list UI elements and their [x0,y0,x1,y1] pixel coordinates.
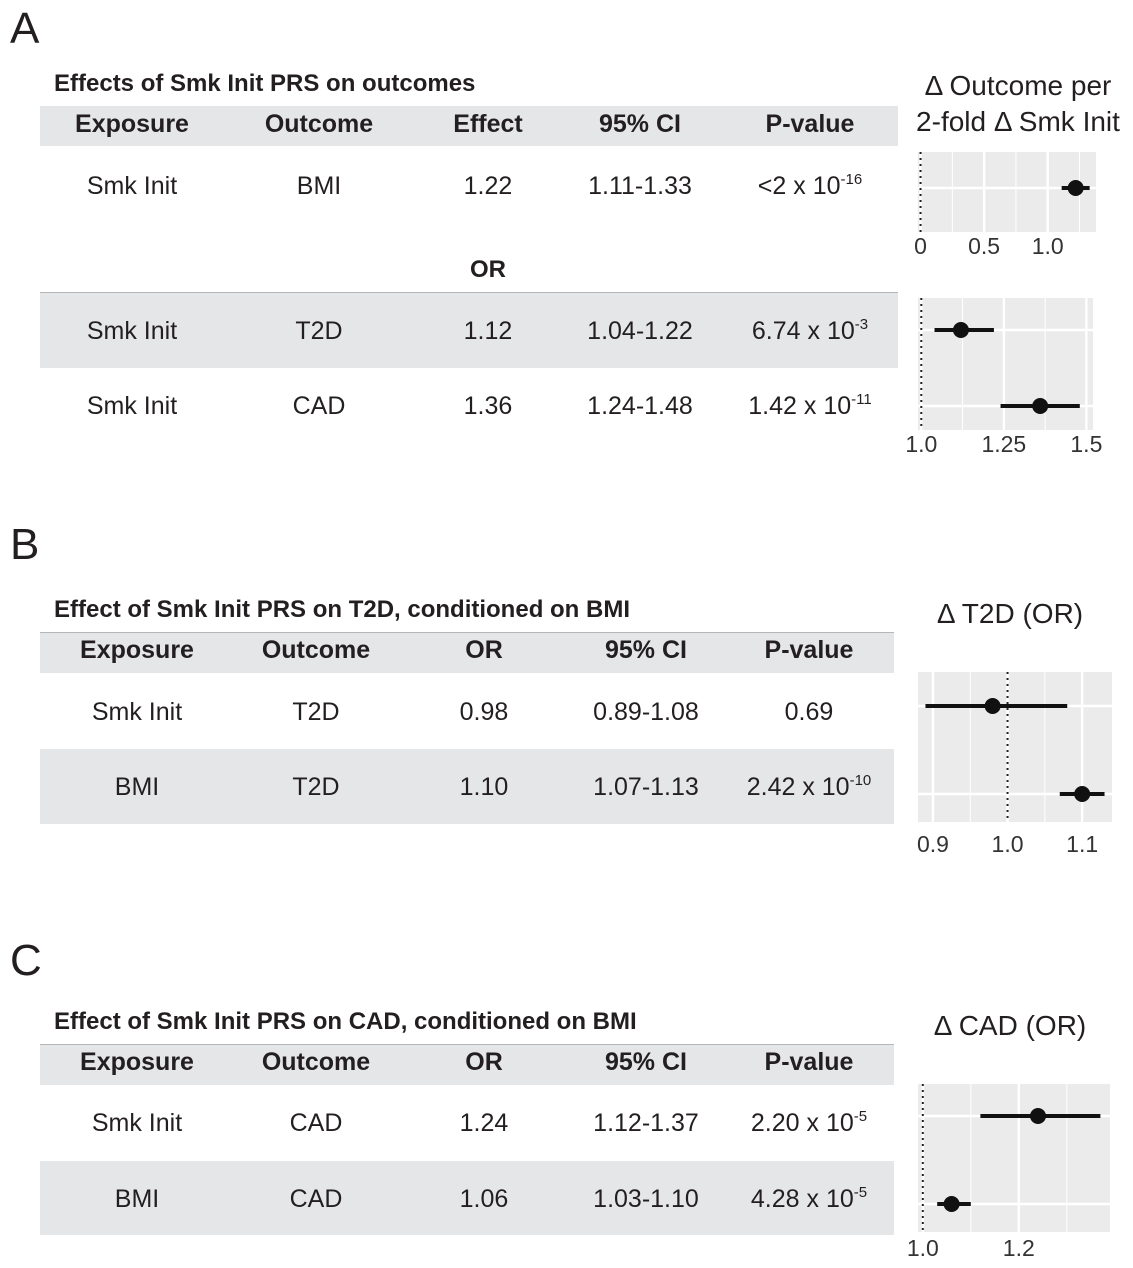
cell-effect: 1.36 [463,392,513,420]
point-estimate [943,1196,960,1212]
header-ci: 95% CI [605,1048,687,1076]
forest-plot-b: 0.9 1.0 1.1 [917,672,1112,857]
table-title-a: Effects of Smk Init PRS on outcomes [54,70,476,97]
table-title-c: Effect of Smk Init PRS on CAD, condition… [54,1008,637,1035]
cell-exposure: Smk Init [86,172,178,200]
header-or: OR [465,636,503,664]
cell-exposure: BMI [114,773,160,801]
point-estimate [1067,180,1084,196]
tick-label: 0.5 [968,233,1000,259]
tick-label: 1.0 [907,1235,939,1261]
cell-exposure: Smk Init [91,698,183,726]
tick-label: 1.2 [1003,1235,1035,1261]
point-estimate [1074,786,1091,802]
tick-label: 0.9 [917,831,949,857]
header-effect: Effect [453,110,523,138]
cell-effect: 0.98 [459,698,509,726]
cell-pvalue: 4.28 x 10-5 [750,1184,868,1213]
plot-title-a: Δ Outcome per 2-fold Δ Smk Init [898,68,1133,140]
cell-effect: 1.22 [463,172,513,200]
plot-title-line: Δ Outcome per [924,70,1112,101]
plot-title-c: Δ CAD (OR) [933,1010,1087,1041]
cell-pvalue: 1.42 x 10-11 [748,391,872,420]
subheader-or: OR [470,256,506,283]
header-pvalue: P-value [764,636,854,664]
cell-ci: 1.04-1.22 [587,317,693,345]
cell-exposure: Smk Init [86,392,178,420]
cell-ci: 1.24-1.48 [587,392,693,420]
header-exposure: Exposure [80,636,194,664]
row-band [40,749,894,824]
point-estimate [952,322,969,338]
row-band [40,293,898,368]
tick-label: 1.1 [1066,831,1098,857]
cell-outcome: CAD [292,392,346,420]
cell-outcome: T2D [292,773,340,801]
tick-label: 1.0 [905,431,937,457]
cell-effect: 1.12 [463,317,513,345]
cell-outcome: T2D [292,698,340,726]
point-estimate [1032,398,1049,414]
tick-label: 1.0 [1032,233,1064,259]
cell-ci: 1.07-1.13 [593,773,699,801]
cell-exposure: Smk Init [91,1109,183,1137]
plot-background [918,152,1096,232]
plot-title-line: 2-fold Δ Smk Init [916,106,1120,137]
cell-exposure: BMI [114,1185,160,1213]
tick-label: 1.25 [981,431,1026,457]
header-outcome: Outcome [261,636,371,664]
header-pvalue: P-value [765,110,855,138]
tick-label: 0 [914,233,927,259]
panel-letter-a: A [10,4,40,53]
header-outcome: Outcome [264,110,374,138]
forest-plot-c: 1.0 1.2 [907,1084,1110,1261]
plot-title-b: Δ T2D (OR) [936,598,1084,629]
header-pvalue: P-value [764,1048,854,1076]
cell-outcome: CAD [289,1185,343,1213]
panel-letter-b: B [10,520,40,569]
cell-effect: 1.10 [459,773,509,801]
cell-outcome: T2D [295,317,343,345]
divider [40,292,898,293]
cell-ci: 1.12-1.37 [593,1109,699,1137]
header-or: OR [465,1048,503,1076]
tick-label: 1.0 [992,831,1024,857]
point-estimate [1030,1108,1046,1124]
plot-background [918,298,1093,430]
cell-exposure: Smk Init [86,317,178,345]
forest-plot-a-bmi: 0 0.5 1.0 [914,152,1096,259]
cell-pvalue: 0.69 [784,698,834,726]
cell-outcome: CAD [289,1109,343,1137]
cell-effect: 1.06 [459,1185,509,1213]
header-exposure: Exposure [75,110,189,138]
cell-effect: 1.24 [459,1109,509,1137]
cell-ci: 1.11-1.33 [588,172,692,200]
header-outcome: Outcome [261,1048,371,1076]
cell-pvalue: 2.20 x 10-5 [750,1108,868,1137]
cell-outcome: BMI [296,172,342,200]
forest-plot-a-or: 1.0 1.25 1.5 [905,298,1102,457]
header-ci: 95% CI [605,636,687,664]
cell-pvalue: <2 x 10-16 [757,171,863,200]
header-row-a [40,106,898,146]
header-row-b [40,633,894,673]
point-estimate [984,698,1001,714]
header-row-c [40,1045,894,1085]
cell-ci: 0.89-1.08 [593,698,699,726]
header-exposure: Exposure [80,1048,194,1076]
cell-ci: 1.03-1.10 [593,1185,699,1213]
title-rule [40,632,894,633]
cell-pvalue: 2.42 x 10-10 [746,772,872,801]
header-ci: 95% CI [599,110,681,138]
title-rule [40,1044,894,1045]
table-title-b: Effect of Smk Init PRS on T2D, condition… [54,596,630,623]
panel-letter-c: C [10,936,42,985]
cell-pvalue: 6.74 x 10-3 [751,316,869,345]
tick-label: 1.5 [1070,431,1102,457]
row-band [40,1161,894,1235]
